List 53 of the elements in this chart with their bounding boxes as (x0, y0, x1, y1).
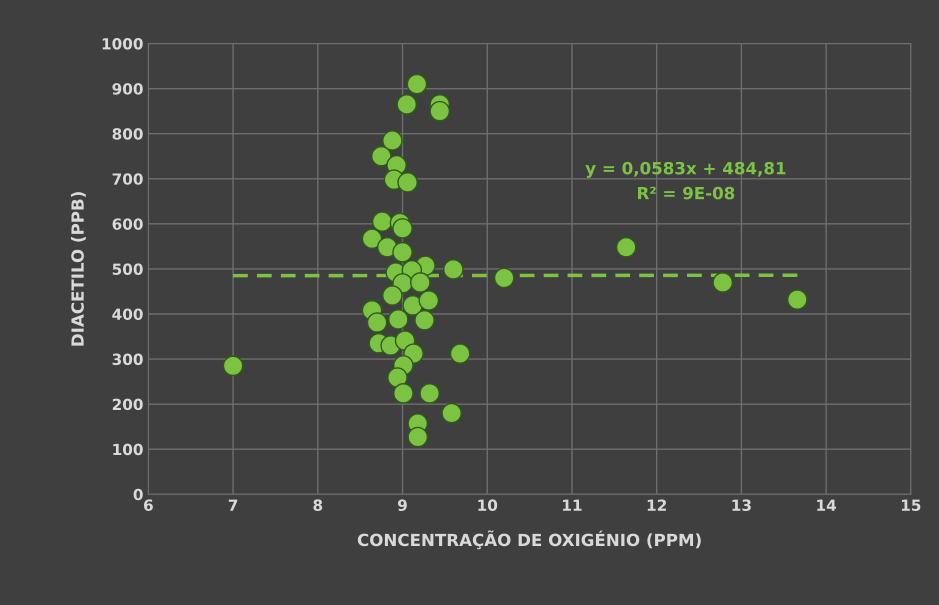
x-tick-label: 11 (563, 500, 582, 511)
annotation: R² = 9E-08 (638, 186, 734, 200)
x-tick-label: 10 (478, 499, 498, 511)
point (494, 268, 514, 288)
x-tick-label: 7 (228, 500, 238, 511)
point (397, 172, 418, 193)
point (418, 290, 440, 311)
y-tick-label: 600 (112, 218, 143, 230)
point (392, 218, 413, 239)
y-tick-label: 800 (112, 128, 143, 140)
point (387, 367, 408, 388)
y-tick-label: 700 (112, 173, 143, 185)
point (450, 343, 470, 364)
y-tick-label: 1000 (102, 38, 143, 50)
point (382, 285, 403, 306)
point (393, 383, 414, 404)
point (787, 289, 808, 310)
point (371, 146, 392, 167)
x-tick-label: 12 (648, 499, 666, 511)
y-tick-label: 200 (112, 398, 143, 410)
y-tick-label: 900 (112, 83, 143, 95)
point (382, 130, 403, 151)
y-tick-label: 500 (112, 263, 143, 275)
y-tick-label: 400 (112, 308, 143, 320)
point (414, 310, 435, 331)
point (366, 312, 388, 333)
x-tick-label: 6 (144, 499, 153, 511)
point (396, 94, 418, 115)
x-tick-label: 14 (817, 500, 836, 511)
x-axis-title: CONCENTRAÇÃO DE OXIGÉNIO (PPM) (358, 530, 701, 550)
point (408, 426, 428, 448)
point (388, 309, 409, 330)
point (362, 228, 382, 249)
point (406, 74, 428, 94)
x-tick-label: 13 (732, 499, 751, 511)
y-tick-label: 300 (112, 354, 143, 366)
point (712, 272, 734, 293)
point (222, 356, 244, 376)
point (616, 237, 636, 258)
x-tick-label: 8 (313, 499, 322, 511)
point (430, 100, 450, 122)
point (441, 402, 462, 424)
point (392, 242, 413, 263)
annotation: y = 0,0583x + 484,81 (585, 162, 786, 178)
y-tick-label: 0 (134, 488, 143, 500)
y-tick-label: 100 (113, 444, 143, 456)
point (419, 383, 440, 404)
point (410, 272, 431, 293)
point (443, 259, 464, 280)
x-tick-label: 9 (398, 499, 407, 511)
point (372, 211, 392, 232)
y-axis-title: DIACETILO (PPB) (70, 192, 86, 346)
x-tick-label: 15 (902, 500, 920, 511)
